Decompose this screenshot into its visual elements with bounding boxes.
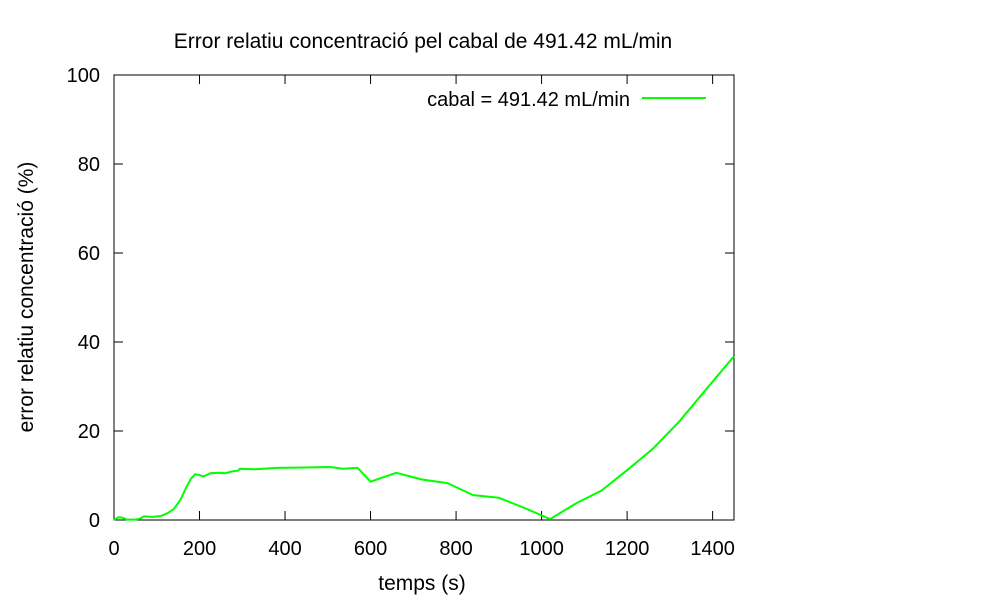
x-tick-label: 1400 [690,538,735,560]
x-tick-label: 800 [439,538,472,560]
y-tick-label: 40 [78,332,100,354]
y-tick-label: 80 [78,154,100,176]
plot-frame [113,74,735,521]
series-line [113,355,735,521]
x-tick-label: 1000 [519,538,564,560]
axis-ticks: 0 200 400 600 800 1000 1200 1400 0 20 40 60 80 100 [67,65,735,560]
y-tick-label: 0 [89,510,100,532]
x-tick-label: 0 [108,538,119,560]
x-tick-label: 400 [268,538,301,560]
series-layer [113,355,735,521]
x-tick-label: 600 [354,538,387,560]
y-tick-label: 100 [67,65,100,87]
y-tick-label: 60 [78,243,100,265]
x-axis-label: temps (s) [378,572,466,595]
y-axis-label: error relatiu concentració (%) [15,162,38,433]
x-tick-label: 1200 [605,538,650,560]
legend-label: cabal = 491.42 mL/min [427,89,630,111]
x-tick-label: 200 [183,538,216,560]
legend: cabal = 491.42 mL/min [427,89,706,111]
chart-title: Error relatiu concentració pel cabal de … [174,30,672,53]
y-tick-label: 20 [78,421,100,443]
